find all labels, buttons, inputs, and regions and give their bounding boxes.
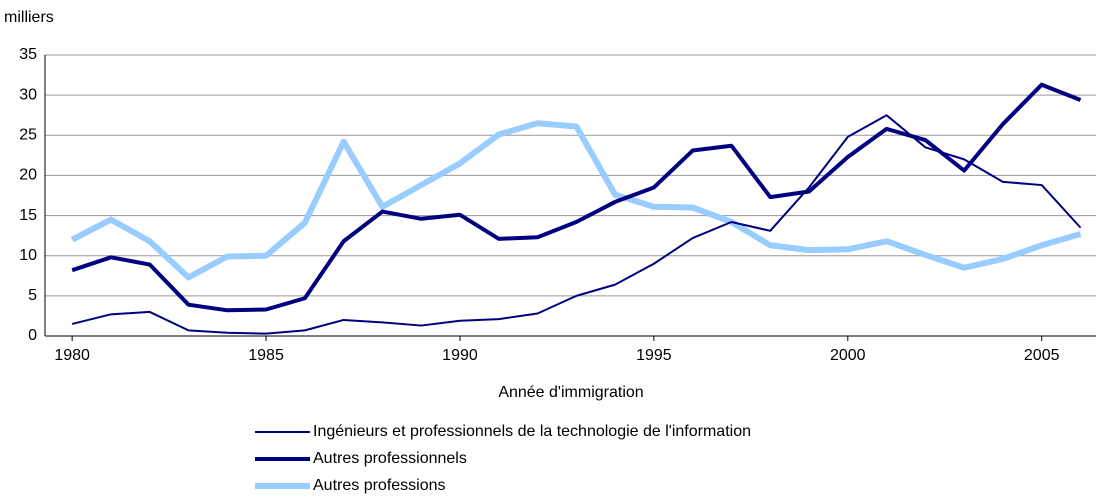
x-tick-label: 1985 [248, 347, 284, 364]
x-tick-label: 1990 [442, 347, 478, 364]
y-tick-label: 5 [28, 287, 37, 304]
x-tick-label: 1995 [636, 347, 672, 364]
y-tick-label: 30 [19, 86, 37, 103]
y-tick-label: 20 [19, 167, 37, 184]
y-tick-label: 0 [28, 327, 37, 344]
legend-label: Ingénieurs et professionnels de la techn… [313, 423, 751, 440]
y-axis-label: milliers [4, 9, 54, 26]
y-tick-label: 25 [19, 127, 37, 144]
legend-label: Autres professionnels [313, 450, 467, 467]
x-tick-label: 1980 [54, 347, 90, 364]
series-line [71, 114, 1082, 335]
x-tick-label: 2005 [1024, 347, 1060, 364]
y-tick-label: 35 [19, 46, 37, 63]
legend-label: Autres professions [313, 477, 446, 494]
x-axis-label: Année d'immigration [498, 384, 643, 401]
series-line [71, 82, 1082, 313]
x-tick-label: 2000 [830, 347, 866, 364]
series-line [70, 120, 1082, 281]
y-tick-label: 15 [19, 207, 37, 224]
y-tick-label: 10 [19, 247, 37, 264]
